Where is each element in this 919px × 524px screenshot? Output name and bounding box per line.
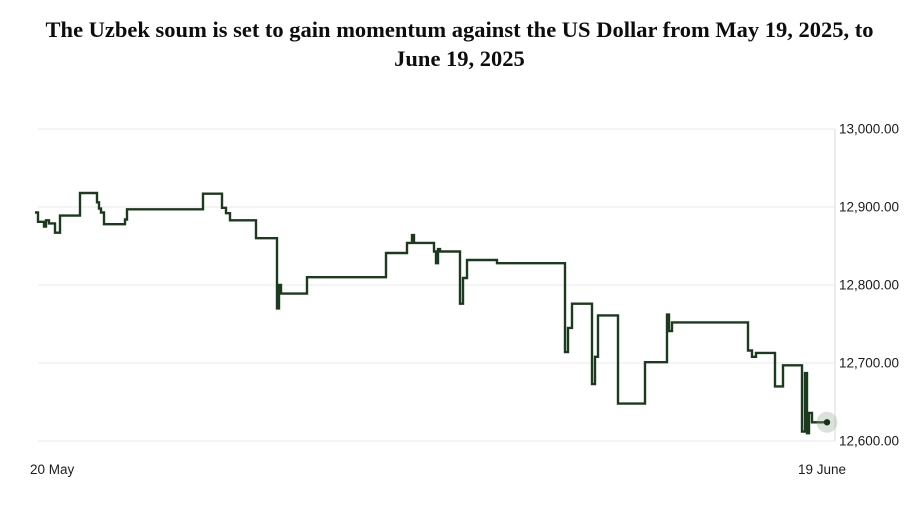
chart-title-line2: June 19, 2025 bbox=[394, 45, 525, 71]
chart-title-line1: The Uzbek soum is set to gain momentum a… bbox=[45, 17, 874, 42]
y-axis-label: 12,700.00 bbox=[839, 356, 899, 371]
x-axis-label: 20 May bbox=[30, 462, 75, 477]
last-price-marker bbox=[823, 419, 831, 426]
price-line bbox=[35, 191, 827, 435]
exchange-rate-chart: 13,000.00 12,900.00 12,800.00 12,700.00 12,6… bbox=[30, 122, 899, 478]
page: { "title": { "line1": "The Uzbek soum is… bbox=[0, 16, 919, 524]
y-axis-label: 12,600.00 bbox=[839, 434, 899, 449]
x-axis-label: 19 June bbox=[798, 462, 846, 477]
y-axis-label: 13,000.00 bbox=[839, 122, 899, 137]
y-axis-label: 12,800.00 bbox=[839, 278, 899, 293]
y-axis-label: 12,900.00 bbox=[839, 200, 899, 215]
chart-title: The Uzbek soum is set to gain momentum a… bbox=[10, 16, 910, 74]
